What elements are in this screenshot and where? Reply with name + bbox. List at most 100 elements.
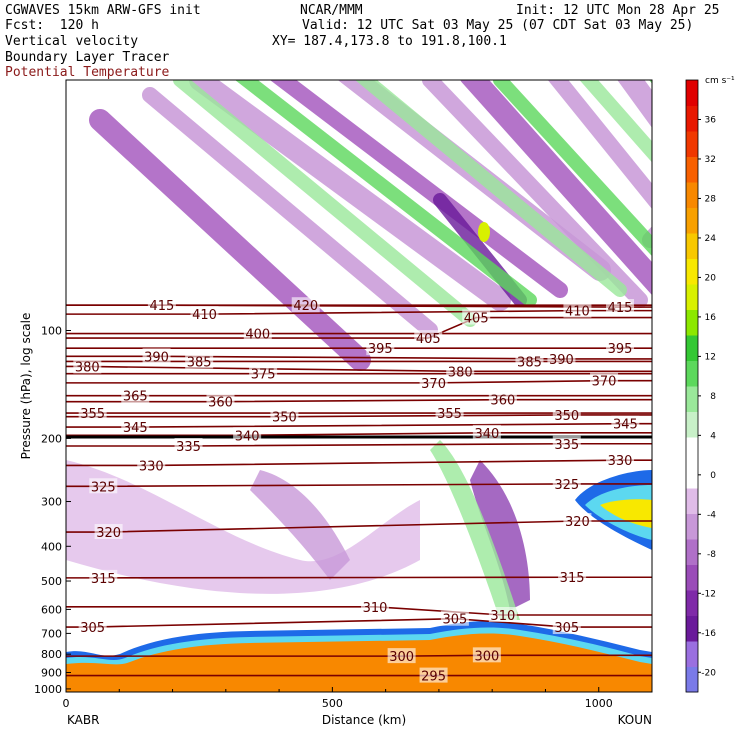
theta-label: 340 [474,427,499,442]
right-station-label: KOUN [618,713,652,727]
theta-label-bg [414,330,443,346]
updraft-negative-band [189,80,511,311]
updraft-negative-band [89,109,371,371]
colorbar-units: cm s⁻¹ [705,76,735,86]
theta-label: 355 [80,407,105,422]
colorbar-tick-label: -20 [701,668,716,678]
y-tick-label: 700 [41,627,62,640]
theta-label-bg [89,478,118,494]
theta-label: 340 [235,429,260,444]
potential-temperature-contours [66,304,652,677]
theta-label-bg [249,365,278,381]
updraft-maximum [478,222,490,242]
theta-label: 415 [149,299,174,314]
theta-label: 380 [448,365,473,380]
theta-label-bg [552,435,581,451]
theta-label: 370 [421,377,446,392]
theta-label-bg [446,363,475,379]
y-tick-label: 100 [41,325,62,338]
colorbar-swatch [686,386,698,412]
theta-label-bg [291,297,320,313]
theta-label: 380 [75,360,100,375]
theta-label: 360 [208,396,233,411]
theta-label-bg [366,340,395,356]
colorbar-swatch [686,258,698,285]
theta-label-bg [142,348,171,364]
theta-label: 325 [554,478,579,493]
theta-label-bg [94,524,123,540]
x-tick-label: 1000 [585,697,613,710]
theta-label-bg [558,569,587,585]
theta-label-bg [137,457,166,473]
pressure-axis: 100 200 300 400 500 600 700 800 900 1000 [34,325,71,696]
theta-label-bg [147,297,176,313]
field-vertical-velocity: Vertical velocity [5,34,139,49]
theta-label: 390 [144,350,169,365]
valid-time: Valid: 12 UTC Sat 03 May 25 (07 CDT Sat … [302,18,694,33]
init-time: Init: 12 UTC Mon 28 Apr 25 [516,3,720,18]
theta-label-bg [419,374,448,390]
center-label: NCAR/MMM [300,3,363,18]
theta-label: 395 [608,342,633,357]
theta-label: 305 [554,621,579,636]
updraft-positive-band [660,80,740,200]
theta-label: 415 [608,301,633,316]
theta-label-bg [174,437,203,453]
theta-label-bg [606,299,635,315]
theta-label: 420 [293,299,318,314]
theta-label-bg [440,610,469,626]
theta-label-bg [472,424,501,440]
y-tick-label: 200 [41,432,62,445]
theta-label: 385 [517,355,542,370]
theta-contour-330 [66,459,652,467]
model-title: CGWAVES 15km ARW-GFS init [5,3,201,18]
negative-velocity-region [250,470,350,580]
theta-label: 390 [549,353,574,368]
theta-label: 300 [474,649,499,664]
theta-label-bg [488,391,517,407]
theta-contour-310 [66,605,652,616]
theta-contour-350 [66,414,652,418]
colorbar-tick-label: 0 [710,471,716,481]
x-tick-label: 0 [63,697,70,710]
colorbar-tick-label: -16 [701,629,716,639]
theta-label: 385 [187,355,212,370]
theta-label: 355 [437,407,462,422]
theta-label-bg [73,358,102,374]
velocity-colorbar: -20 -16 -12 -8 -4 0 4 8 12 16 20 24 28 32 36 [685,79,717,693]
theta-label: 310 [490,609,515,624]
theta-contour-325 [66,483,652,488]
positive-velocity-bands [173,80,740,327]
colorbar-tick-label: 28 [705,194,717,204]
colorbar-tick-label: -8 [707,550,716,560]
theta-label: 410 [565,305,590,320]
tracer-core [66,633,652,692]
y-tick-label: 800 [41,648,62,661]
colorbar-swatch [686,207,698,234]
y-tick-label: 300 [41,496,62,509]
colorbar-frame [685,79,699,693]
theta-label-bg [515,353,544,369]
forecast-hour: Fcst: 120 h [5,18,99,33]
colorbar-swatch [686,105,698,132]
theta-label-bg [78,619,107,635]
theta-label: 345 [123,421,148,436]
plot-frame [65,79,653,693]
theta-label-bg [552,475,581,491]
updraft-positive-band [579,80,652,163]
theta-label-bg [547,350,576,366]
theta-label: 410 [192,308,217,323]
colorbar-swatch [686,156,698,183]
colorbar-swatch [686,284,698,310]
theta-label: 335 [176,440,201,455]
theta-contour-390 [66,355,652,360]
field-boundary-layer-tracer: Boundary Layer Tracer [5,50,170,65]
theta-label-bg [435,405,464,421]
theta-label: 325 [91,480,116,495]
colorbar-swatch [686,666,698,693]
distance-axis: 0 500 1000 [63,687,613,710]
theta-label: 330 [139,459,164,474]
colorbar-tick-label: -12 [701,589,716,599]
theta-label-bg [488,607,517,623]
